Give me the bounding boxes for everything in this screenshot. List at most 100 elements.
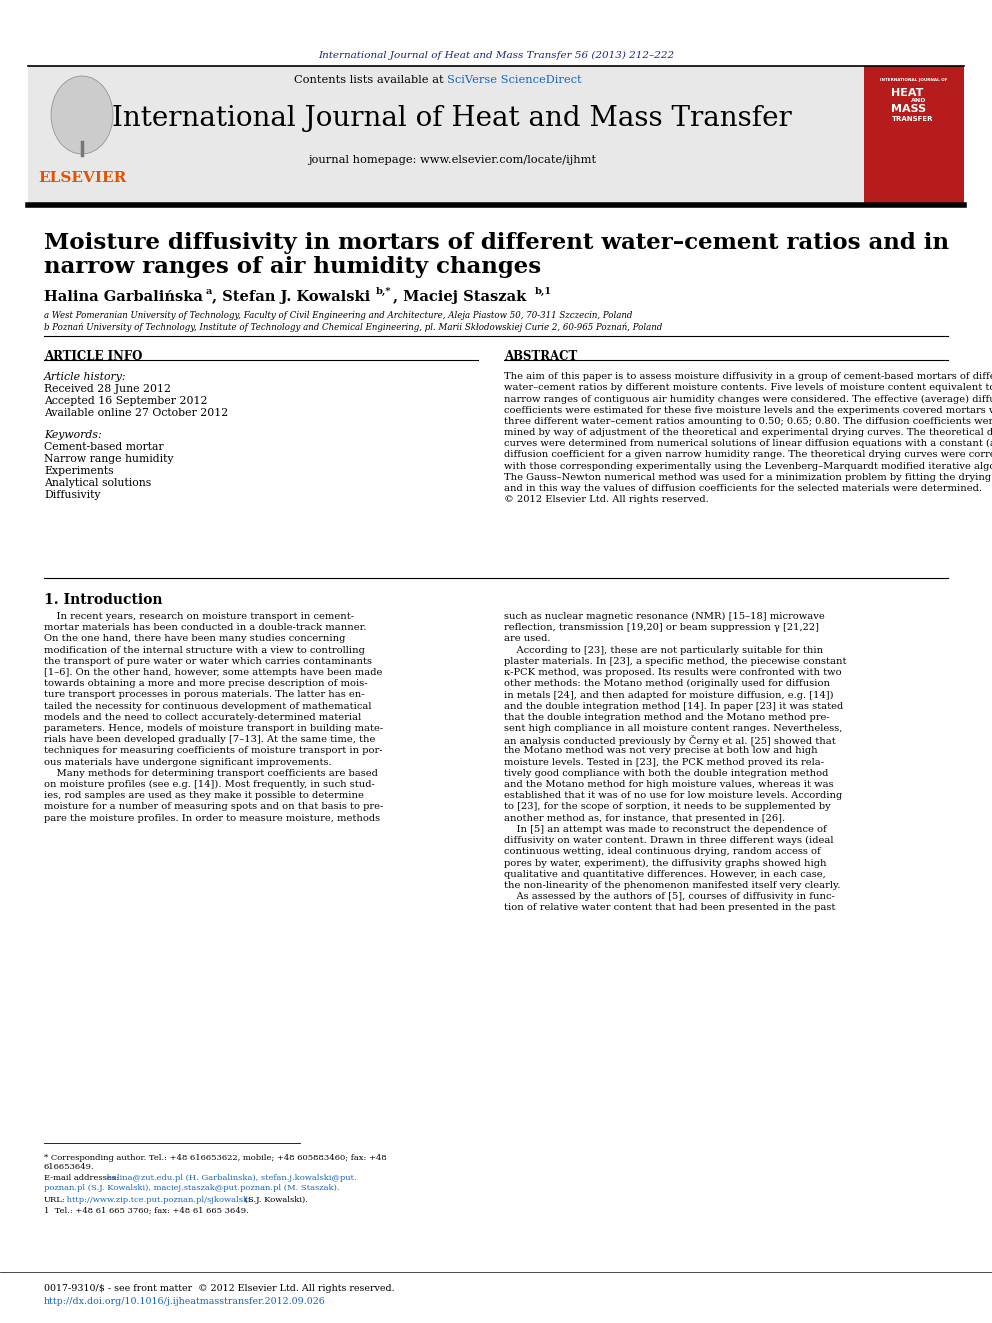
- Text: Narrow range humidity: Narrow range humidity: [44, 454, 174, 464]
- Ellipse shape: [51, 75, 113, 153]
- Text: the transport of pure water or water which carries contaminants: the transport of pure water or water whi…: [44, 656, 372, 665]
- Text: on moisture profiles (see e.g. [14]). Most frequently, in such stud-: on moisture profiles (see e.g. [14]). Mo…: [44, 781, 375, 789]
- Text: poznan.pl (S.J. Kowalski), maciej.staszak@put.poznan.pl (M. Staszak).: poznan.pl (S.J. Kowalski), maciej.stasza…: [44, 1184, 339, 1192]
- Text: HEAT: HEAT: [891, 89, 924, 98]
- Text: curves were determined from numerical solutions of linear diffusion equations wi: curves were determined from numerical so…: [504, 439, 992, 448]
- Text: and in this way the values of diffusion coefficients for the selected materials : and in this way the values of diffusion …: [504, 484, 982, 493]
- Text: pare the moisture profiles. In order to measure moisture, methods: pare the moisture profiles. In order to …: [44, 814, 380, 823]
- Text: 616653649.: 616653649.: [44, 1163, 94, 1171]
- Text: In recent years, research on moisture transport in cement-: In recent years, research on moisture tr…: [44, 613, 354, 620]
- Text: Accepted 16 September 2012: Accepted 16 September 2012: [44, 396, 207, 406]
- Text: Halina Garbalińska: Halina Garbalińska: [44, 290, 203, 304]
- Text: AND: AND: [912, 98, 927, 102]
- Text: As assessed by the authors of [5], courses of diffusivity in func-: As assessed by the authors of [5], cours…: [504, 892, 835, 901]
- Text: established that it was of no use for low moisture levels. According: established that it was of no use for lo…: [504, 791, 842, 800]
- Text: the non-linearity of the phenomenon manifested itself very clearly.: the non-linearity of the phenomenon mani…: [504, 881, 840, 890]
- Text: URL:: URL:: [44, 1196, 65, 1204]
- Text: continuous wetting, ideal continuous drying, random access of: continuous wetting, ideal continuous dry…: [504, 847, 820, 856]
- Text: a West Pomeranian University of Technology, Faculty of Civil Engineering and Arc: a West Pomeranian University of Technolo…: [44, 311, 632, 320]
- Text: b,*: b,*: [376, 287, 392, 296]
- Text: b Poznań University of Technology, Institute of Technology and Chemical Engineer: b Poznań University of Technology, Insti…: [44, 323, 663, 332]
- Text: coefficients were estimated for these five moisture levels and the experiments c: coefficients were estimated for these fi…: [504, 406, 992, 414]
- Text: parameters. Hence, models of moisture transport in building mate-: parameters. Hence, models of moisture tr…: [44, 724, 383, 733]
- Text: E-mail addresses:: E-mail addresses:: [44, 1174, 119, 1181]
- Text: a: a: [206, 287, 212, 296]
- Bar: [864, 66, 964, 205]
- Text: ELSEVIER: ELSEVIER: [38, 171, 126, 185]
- Text: According to [23], these are not particularly suitable for thin: According to [23], these are not particu…: [504, 646, 823, 655]
- Text: an analysis conducted previously by Černy et al. [25] showed that: an analysis conducted previously by Čern…: [504, 736, 835, 746]
- Text: models and the need to collect accurately-determined material: models and the need to collect accuratel…: [44, 713, 361, 722]
- Text: with those corresponding experimentally using the Levenberg–Marquardt modified i: with those corresponding experimentally …: [504, 462, 992, 471]
- Text: diffusion coefficient for a given narrow humidity range. The theoretical drying : diffusion coefficient for a given narrow…: [504, 450, 992, 459]
- Text: narrow ranges of air humidity changes: narrow ranges of air humidity changes: [44, 255, 542, 278]
- Text: TRANSFER: TRANSFER: [892, 116, 933, 122]
- Text: such as nuclear magnetic resonance (NMR) [15–18] microwave: such as nuclear magnetic resonance (NMR)…: [504, 613, 824, 620]
- Text: diffusivity on water content. Drawn in three different ways (ideal: diffusivity on water content. Drawn in t…: [504, 836, 833, 845]
- Text: b,1: b,1: [535, 287, 552, 296]
- Text: SciVerse ScienceDirect: SciVerse ScienceDirect: [447, 75, 581, 85]
- Text: ture transport processes in porous materials. The latter has en-: ture transport processes in porous mater…: [44, 691, 365, 700]
- Text: ABSTRACT: ABSTRACT: [504, 351, 577, 363]
- Text: plaster materials. In [23], a specific method, the piecewise constant: plaster materials. In [23], a specific m…: [504, 656, 846, 665]
- Text: On the one hand, there have been many studies concerning: On the one hand, there have been many st…: [44, 635, 345, 643]
- Text: sent high compliance in all moisture content ranges. Nevertheless,: sent high compliance in all moisture con…: [504, 724, 842, 733]
- Text: techniques for measuring coefficients of moisture transport in por-: techniques for measuring coefficients of…: [44, 746, 383, 755]
- Text: water–cement ratios by different moisture contents. Five levels of moisture cont: water–cement ratios by different moistur…: [504, 384, 992, 392]
- Text: © 2012 Elsevier Ltd. All rights reserved.: © 2012 Elsevier Ltd. All rights reserved…: [504, 495, 708, 504]
- Text: tailed the necessity for continuous development of mathematical: tailed the necessity for continuous deve…: [44, 701, 371, 710]
- Text: moisture for a number of measuring spots and on that basis to pre-: moisture for a number of measuring spots…: [44, 803, 383, 811]
- Text: ARTICLE INFO: ARTICLE INFO: [44, 351, 143, 363]
- Text: Received 28 June 2012: Received 28 June 2012: [44, 384, 171, 394]
- Text: Contents lists available at: Contents lists available at: [294, 75, 447, 85]
- Text: in metals [24], and then adapted for moisture diffusion, e.g. [14]): in metals [24], and then adapted for moi…: [504, 691, 833, 700]
- Text: Many methods for determining transport coefficients are based: Many methods for determining transport c…: [44, 769, 378, 778]
- Text: to [23], for the scope of sorption, it needs to be supplemented by: to [23], for the scope of sorption, it n…: [504, 803, 830, 811]
- Text: http://www.zip.tce.put.poznan.pl/sjkowalski: http://www.zip.tce.put.poznan.pl/sjkowal…: [64, 1196, 251, 1204]
- Text: three different water–cement ratios amounting to 0.50; 0.65; 0.80. The diffusion: three different water–cement ratios amou…: [504, 417, 992, 426]
- Text: mined by way of adjustment of the theoretical and experimental drying curves. Th: mined by way of adjustment of the theore…: [504, 429, 992, 437]
- Text: INTERNATIONAL JOURNAL OF: INTERNATIONAL JOURNAL OF: [880, 78, 947, 82]
- Text: tively good compliance with both the double integration method: tively good compliance with both the dou…: [504, 769, 828, 778]
- Text: 0017-9310/$ - see front matter  © 2012 Elsevier Ltd. All rights reserved.: 0017-9310/$ - see front matter © 2012 El…: [44, 1285, 395, 1293]
- Text: tion of relative water content that had been presented in the past: tion of relative water content that had …: [504, 904, 835, 912]
- Text: and the Motano method for high moisture values, whereas it was: and the Motano method for high moisture …: [504, 781, 833, 789]
- Text: In [5] an attempt was made to reconstruct the dependence of: In [5] an attempt was made to reconstruc…: [504, 824, 826, 833]
- Text: other methods: the Motano method (originally used for diffusion: other methods: the Motano method (origin…: [504, 679, 830, 688]
- Text: (S.J. Kowalski).: (S.J. Kowalski).: [242, 1196, 308, 1204]
- Text: pores by water, experiment), the diffusivity graphs showed high: pores by water, experiment), the diffusi…: [504, 859, 826, 868]
- Text: ies, rod samples are used as they make it possible to determine: ies, rod samples are used as they make i…: [44, 791, 364, 800]
- Text: Keywords:: Keywords:: [44, 430, 101, 441]
- Text: The aim of this paper is to assess moisture diffusivity in a group of cement-bas: The aim of this paper is to assess moist…: [504, 372, 992, 381]
- Text: reflection, transmission [19,20] or beam suppression γ [21,22]: reflection, transmission [19,20] or beam…: [504, 623, 819, 632]
- Text: rials have been developed gradually [7–13]. At the same time, the: rials have been developed gradually [7–1…: [44, 736, 375, 745]
- Text: [1–6]. On the other hand, however, some attempts have been made: [1–6]. On the other hand, however, some …: [44, 668, 382, 677]
- Text: Available online 27 October 2012: Available online 27 October 2012: [44, 407, 228, 418]
- Text: that the double integration method and the Motano method pre-: that the double integration method and t…: [504, 713, 829, 722]
- Text: the Motano method was not very precise at both low and high: the Motano method was not very precise a…: [504, 746, 817, 755]
- Text: and the double integration method [14]. In paper [23] it was stated: and the double integration method [14]. …: [504, 701, 843, 710]
- Text: modification of the internal structure with a view to controlling: modification of the internal structure w…: [44, 646, 365, 655]
- Text: , Stefan J. Kowalski: , Stefan J. Kowalski: [212, 290, 370, 304]
- Text: International Journal of Heat and Mass Transfer: International Journal of Heat and Mass T…: [112, 105, 792, 131]
- Text: Diffusivity: Diffusivity: [44, 490, 100, 500]
- Text: Moisture diffusivity in mortars of different water–cement ratios and in: Moisture diffusivity in mortars of diffe…: [44, 232, 949, 254]
- Text: are used.: are used.: [504, 635, 551, 643]
- Text: * Corresponding author. Tel.: +48 616653622, mobile; +48 605883460; fax: +48: * Corresponding author. Tel.: +48 616653…: [44, 1154, 387, 1162]
- Text: Analytical solutions: Analytical solutions: [44, 478, 151, 488]
- Text: The Gauss–Newton numerical method was used for a minimization problem by fitting: The Gauss–Newton numerical method was us…: [504, 472, 992, 482]
- Text: halina@zut.edu.pl (H. Garbalinska), stefan.j.kowalski@put.: halina@zut.edu.pl (H. Garbalinska), stef…: [104, 1174, 357, 1181]
- Text: mortar materials has been conducted in a double-track manner.: mortar materials has been conducted in a…: [44, 623, 366, 632]
- Text: MASS: MASS: [892, 105, 927, 114]
- Text: Article history:: Article history:: [44, 372, 127, 382]
- Text: towards obtaining a more and more precise description of mois-: towards obtaining a more and more precis…: [44, 679, 368, 688]
- Text: Experiments: Experiments: [44, 466, 114, 476]
- Text: journal homepage: www.elsevier.com/locate/ijhmt: journal homepage: www.elsevier.com/locat…: [308, 155, 596, 165]
- Text: qualitative and quantitative differences. However, in each case,: qualitative and quantitative differences…: [504, 869, 825, 878]
- Text: another method as, for instance, that presented in [26].: another method as, for instance, that pr…: [504, 814, 785, 823]
- Text: ous materials have undergone significant improvements.: ous materials have undergone significant…: [44, 758, 331, 766]
- Text: , Maciej Staszak: , Maciej Staszak: [393, 290, 526, 304]
- Text: http://dx.doi.org/10.1016/j.ijheatmasstransfer.2012.09.026: http://dx.doi.org/10.1016/j.ijheatmasstr…: [44, 1297, 326, 1306]
- Text: 1. Introduction: 1. Introduction: [44, 593, 163, 607]
- Text: κ-PCK method, was proposed. Its results were confronted with two: κ-PCK method, was proposed. Its results …: [504, 668, 841, 677]
